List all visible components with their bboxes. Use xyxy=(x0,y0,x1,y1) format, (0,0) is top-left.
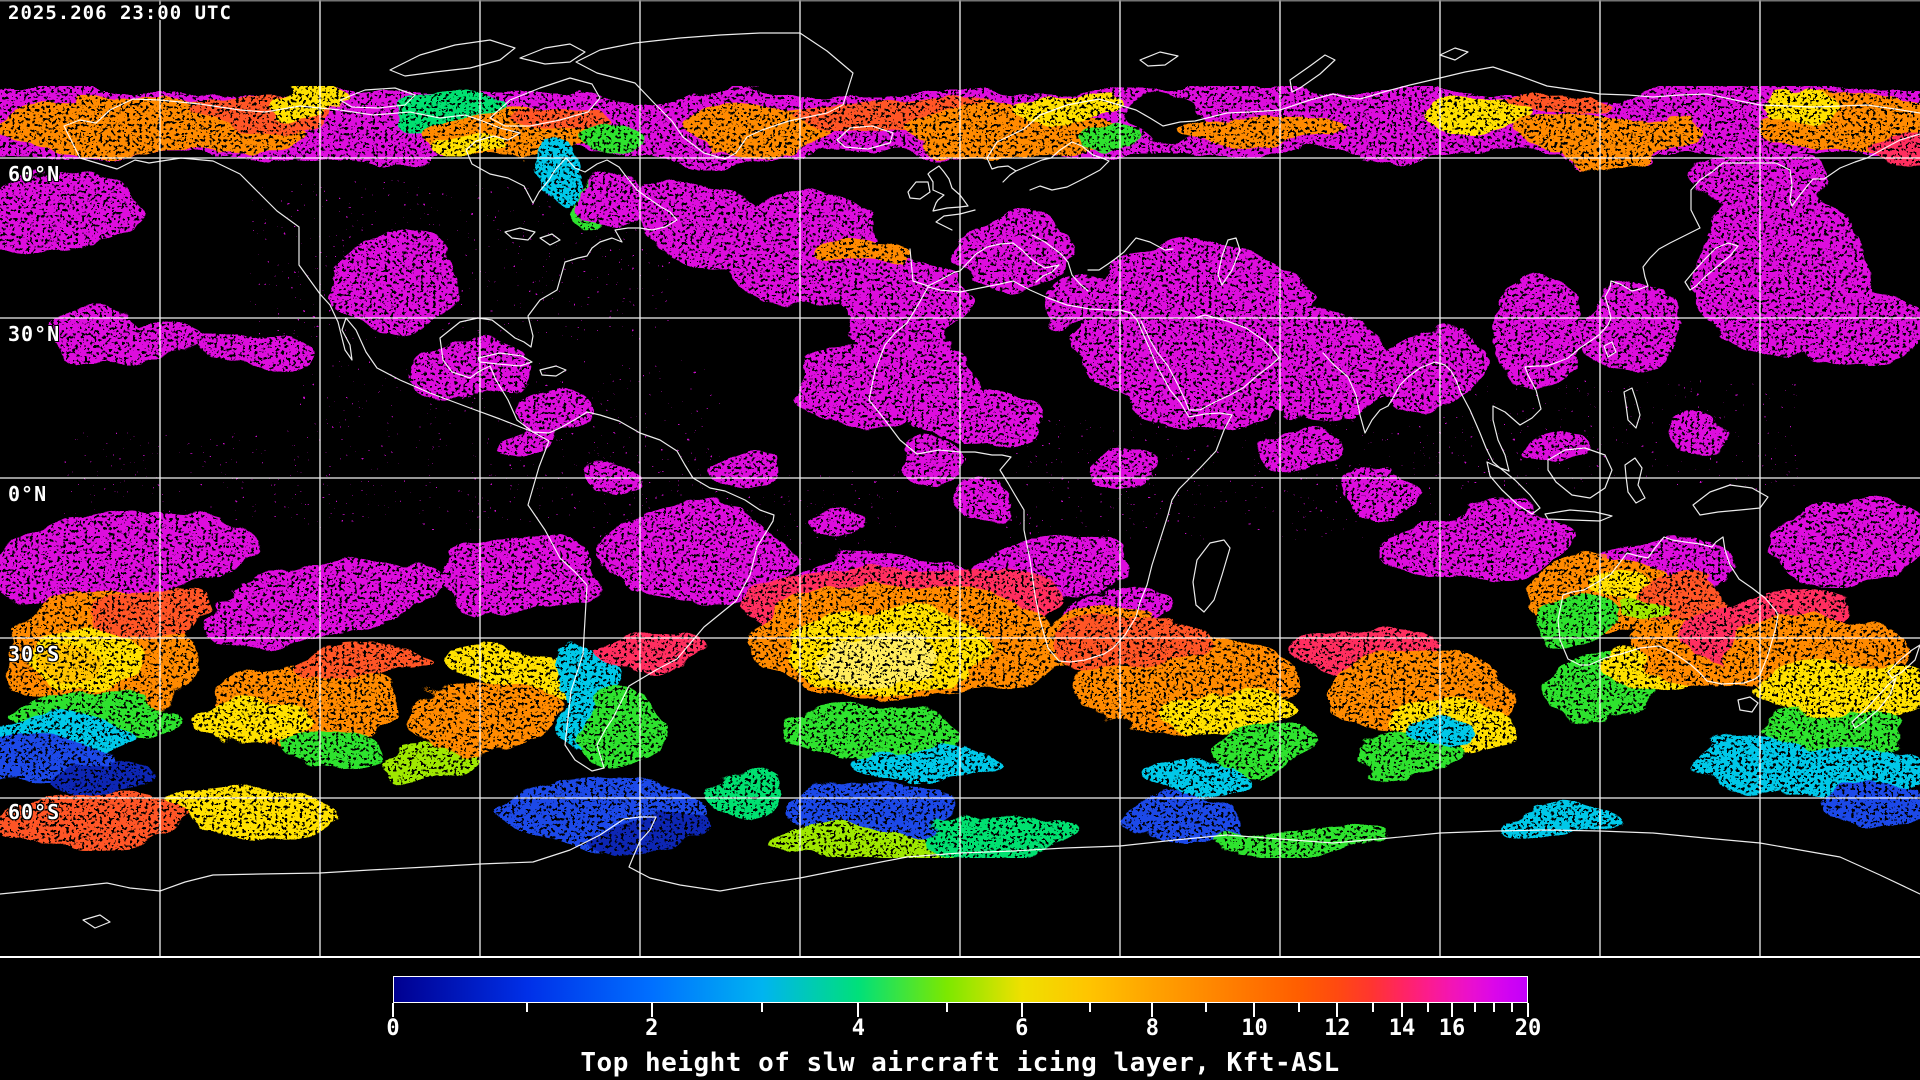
colorbar-tick-label: 2 xyxy=(645,1016,659,1041)
coastline-madagascar xyxy=(1192,539,1231,613)
coastline-africa xyxy=(868,280,1233,663)
coastline-islands-arctic-russia xyxy=(1139,47,1469,93)
coastline-asia xyxy=(1322,133,1920,472)
colorbar-tick xyxy=(1253,1003,1256,1017)
colorbar-tick-label: 12 xyxy=(1324,1016,1351,1041)
colorbar-tick xyxy=(760,1003,763,1012)
colorbar-tick xyxy=(1020,1003,1023,1017)
colorbar-title: Top height of slw aircraft icing layer, … xyxy=(580,1048,1340,1078)
latitude-label: 60°S xyxy=(8,800,61,824)
colorbar-tick xyxy=(1151,1003,1154,1017)
latitude-label: 30°N xyxy=(8,322,61,346)
coastline-british-isles xyxy=(907,165,969,212)
colorbar-tick-label: 4 xyxy=(851,1016,865,1041)
coastline-maritime-continent xyxy=(1486,447,1769,522)
colorbar-gradient xyxy=(393,976,1528,1003)
colorbar-tick xyxy=(945,1003,948,1012)
colorbar-tick xyxy=(1511,1003,1514,1012)
colorbar-tick xyxy=(392,1003,394,1017)
colorbar-tick xyxy=(525,1003,528,1012)
coastline-europe xyxy=(909,66,1920,292)
colorbar-tick-label: 8 xyxy=(1145,1016,1159,1041)
coastline-japan-taiwan-philippines xyxy=(1603,242,1739,429)
colorbar-tick-label: 20 xyxy=(1514,1016,1542,1041)
colorbar-tick-label: 6 xyxy=(1015,1016,1029,1041)
colorbar-tick xyxy=(1427,1003,1430,1012)
coastline-antarctica xyxy=(0,816,1920,929)
map-top-border xyxy=(0,0,1920,2)
colorbar: 0 2 4 6 8 10 12 14 16 20 xyxy=(386,976,1541,1041)
colorbar-tick xyxy=(1371,1003,1374,1012)
colorbar-tick xyxy=(857,1003,860,1017)
latitude-label: 0°N xyxy=(8,482,48,506)
colorbar-tick xyxy=(1450,1003,1453,1017)
latitude-label: 30°S xyxy=(8,642,61,666)
colorbar-tick xyxy=(1088,1003,1091,1012)
colorbar-tick xyxy=(1204,1003,1207,1012)
coastline-greenland xyxy=(575,32,854,160)
colorbar-tick-label: 14 xyxy=(1388,1016,1416,1041)
colorbar-tick xyxy=(1401,1003,1403,1017)
coastline-north-america xyxy=(63,98,678,433)
colorbar-tick-label: 10 xyxy=(1241,1016,1268,1041)
coastline-caribbean xyxy=(477,352,567,377)
map-bottom-border xyxy=(0,956,1920,958)
coastline-south-america xyxy=(527,411,775,772)
coastline-arctic-islands xyxy=(339,39,601,127)
colorbar-tick-label: 0 xyxy=(386,1016,400,1041)
speckle-field xyxy=(60,180,1800,570)
colorbar-ticks xyxy=(392,1003,1529,1019)
timestamp-label: 2025.206 23:00 UTC xyxy=(8,2,232,24)
coastline-new-zealand xyxy=(1851,644,1920,729)
latitude-label: 60°N xyxy=(8,162,61,186)
colorbar-tick xyxy=(1492,1003,1495,1012)
coastline-iceland xyxy=(836,125,894,150)
colorbar-tick xyxy=(1473,1003,1476,1012)
colorbar-tick xyxy=(1297,1003,1300,1012)
world-map xyxy=(0,0,1920,958)
coastline-australia xyxy=(1557,536,1779,713)
colorbar-tick-label: 16 xyxy=(1438,1016,1466,1041)
coastlines xyxy=(0,32,1920,929)
coastline-arabia-caspian xyxy=(1140,237,1280,411)
colorbar-tick xyxy=(650,1003,653,1017)
colorbar-tick xyxy=(1527,1003,1529,1017)
colorbar-tick xyxy=(1336,1003,1339,1017)
coastline-great-lakes xyxy=(504,227,561,246)
graticule-grid xyxy=(0,0,1920,958)
